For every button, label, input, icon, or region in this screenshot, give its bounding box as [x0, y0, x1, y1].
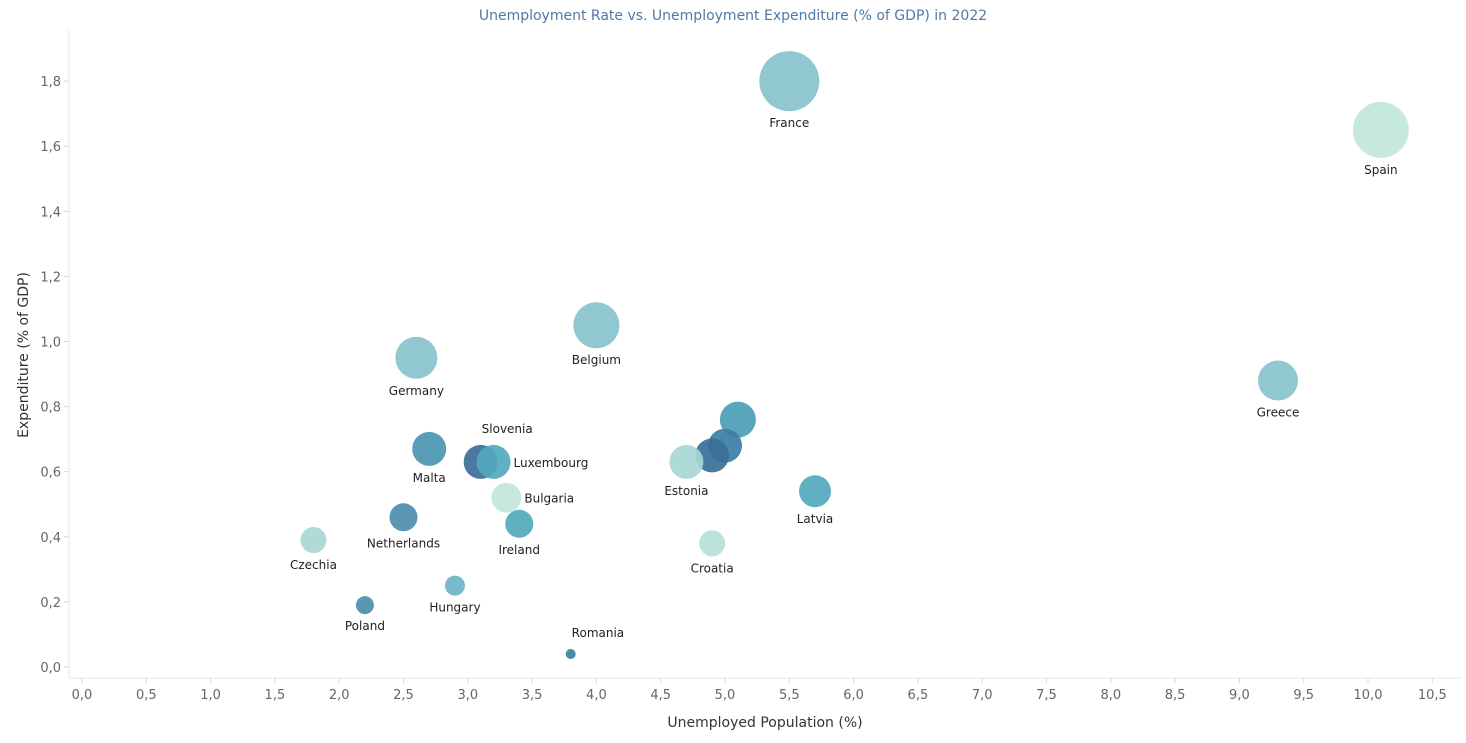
point-label: Croatia: [691, 561, 734, 575]
y-tick-label: 0,8: [40, 401, 61, 416]
x-tick-label: 5,0: [715, 688, 736, 703]
x-tick-label: 6,5: [908, 688, 929, 703]
x-axis-title: Unemployed Population (%): [667, 715, 862, 731]
point-label: Poland: [345, 619, 385, 633]
x-tick-label: 10,0: [1354, 688, 1383, 703]
data-points: [300, 51, 1409, 659]
y-tick-label: 1,2: [40, 270, 61, 285]
data-point[interactable]: [476, 444, 511, 479]
data-point[interactable]: [444, 575, 465, 596]
x-tick-label: 5,5: [779, 688, 800, 703]
point-label: Netherlands: [367, 536, 440, 550]
y-axis-ticks: 0,0 0,2 0,4 0,6 0,8 1,0 1,2 1,4 1,6 1,8: [40, 75, 69, 676]
y-tick-label: 1,8: [40, 75, 61, 90]
y-tick-label: 0,4: [40, 531, 61, 546]
point-label: Greece: [1257, 406, 1300, 420]
x-tick-label: 9,5: [1293, 688, 1314, 703]
data-point[interactable]: [699, 530, 726, 557]
y-tick-label: 0,2: [40, 596, 61, 611]
x-axis-ticks: 0,0 0,5 1,0 1,5 2,0 2,5 3,0 3,5 4,0 4,5 5,0 5,5 6,0 6…: [72, 678, 1447, 703]
point-label: Germany: [389, 384, 444, 398]
data-point[interactable]: [389, 503, 418, 532]
x-tick-label: 4,5: [650, 688, 671, 703]
y-tick-label: 1,4: [40, 205, 61, 220]
data-point[interactable]: [505, 509, 534, 538]
data-point[interactable]: [1352, 101, 1409, 158]
point-label: Bulgaria: [524, 492, 574, 506]
data-point[interactable]: [573, 302, 620, 349]
data-point[interactable]: [759, 51, 820, 112]
x-tick-label: 1,0: [200, 688, 221, 703]
x-tick-label: 1,5: [265, 688, 286, 703]
x-tick-label: 10,5: [1418, 688, 1447, 703]
chart-title: Unemployment Rate vs. Unemployment Expen…: [479, 8, 987, 24]
point-label: Luxembourg: [514, 456, 589, 470]
data-point[interactable]: [799, 475, 832, 508]
x-tick-label: 2,0: [329, 688, 350, 703]
point-label: Latvia: [797, 512, 834, 526]
point-label: Malta: [413, 471, 446, 485]
point-label: Hungary: [429, 601, 480, 615]
x-tick-label: 4,0: [586, 688, 607, 703]
data-point[interactable]: [695, 438, 730, 473]
data-point[interactable]: [669, 444, 704, 479]
point-label: Belgium: [572, 353, 621, 367]
point-label: Spain: [1364, 163, 1398, 177]
point-label: Ireland: [498, 543, 540, 557]
y-tick-label: 1,6: [40, 140, 61, 155]
data-point[interactable]: [1257, 360, 1298, 401]
x-tick-label: 3,5: [522, 688, 543, 703]
point-label: France: [769, 116, 809, 130]
y-tick-label: 1,0: [40, 336, 61, 351]
x-tick-label: 9,0: [1229, 688, 1250, 703]
data-point[interactable]: [412, 431, 447, 466]
x-tick-label: 7,5: [1036, 688, 1057, 703]
x-tick-label: 2,5: [393, 688, 414, 703]
point-labels: France Spain Belgium Germany Greece Estonia Ma…: [290, 116, 1398, 640]
point-label: Czechia: [290, 558, 337, 572]
point-label: Romania: [572, 626, 624, 640]
point-label: Estonia: [664, 484, 708, 498]
data-point[interactable]: [395, 336, 438, 379]
y-tick-label: 0,0: [40, 661, 61, 676]
y-axis-title: Expenditure (% of GDP): [16, 272, 32, 438]
x-tick-label: 7,0: [972, 688, 993, 703]
data-point[interactable]: [300, 527, 327, 554]
x-tick-label: 6,0: [843, 688, 864, 703]
data-point[interactable]: [491, 482, 522, 513]
x-tick-label: 3,0: [457, 688, 478, 703]
data-point[interactable]: [355, 596, 374, 615]
x-tick-label: 8,0: [1100, 688, 1121, 703]
data-point[interactable]: [565, 648, 576, 659]
y-tick-label: 0,6: [40, 466, 61, 481]
x-tick-label: 0,0: [72, 688, 93, 703]
x-tick-label: 0,5: [136, 688, 157, 703]
x-tick-label: 8,5: [1165, 688, 1186, 703]
point-label: Slovenia: [482, 422, 533, 436]
data-point[interactable]: [719, 401, 756, 438]
